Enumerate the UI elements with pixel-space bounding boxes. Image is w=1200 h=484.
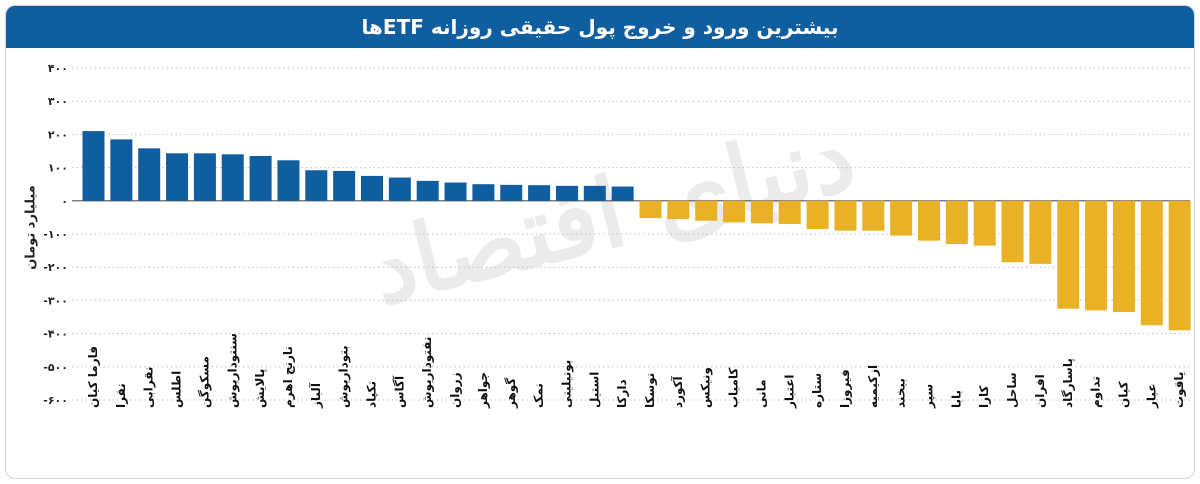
- bar-1: [82, 131, 105, 201]
- x-tick-label: استیل: [587, 372, 601, 408]
- x-tick-label: کامیاب: [727, 368, 741, 408]
- bar-29: [862, 200, 885, 231]
- title-bar: بیشترین ورود و خروج پول حقیقی روزانه ETF…: [6, 6, 1194, 48]
- x-tick-label: نمک: [532, 383, 546, 408]
- x-tick-label: اعتبار: [782, 374, 796, 409]
- bar-21: [639, 200, 662, 219]
- x-tick-label: سپر: [922, 384, 936, 409]
- bar-15: [472, 184, 495, 201]
- bar-10: [333, 170, 356, 201]
- x-tick-label: نفتوداریوش: [420, 337, 435, 408]
- chart-title: بیشترین ورود و خروج پول حقیقی روزانه ETF…: [361, 15, 839, 39]
- bar-33: [973, 200, 996, 246]
- bar-22: [667, 200, 690, 220]
- bar-chart: ۴۰۰ ۳۰۰ ۲۰۰ ۱۰۰ ۰ -۱۰۰ -۲۰۰ -۳۰۰ -۴۰۰ -۵۰۰ -۶۰۰ فار…: [43, 62, 1191, 409]
- x-tick-label: آلباز: [308, 382, 323, 409]
- y-tick-label: ۳۰۰: [48, 95, 68, 108]
- bar-24: [723, 200, 746, 223]
- bar-28: [834, 200, 857, 231]
- x-tick-label: زروان: [448, 372, 463, 408]
- bar-11: [361, 175, 383, 201]
- bar-12: [388, 177, 411, 201]
- x-tick-label: کارا: [977, 385, 991, 408]
- bar-36: [1057, 200, 1080, 309]
- x-tick-label: پاسارگاد: [1061, 358, 1075, 408]
- bar-14: [444, 182, 467, 201]
- x-tick-label: جواهر: [476, 372, 491, 409]
- bar-31: [918, 200, 940, 241]
- bar-7: [249, 155, 272, 201]
- x-tick-label: مسکوگن: [197, 356, 212, 408]
- x-tick-label: تداوم: [1089, 376, 1104, 408]
- x-tick-label: یاقوت: [1172, 372, 1187, 408]
- bar-30: [890, 200, 913, 236]
- y-tick-label: -۴۰۰: [43, 328, 68, 341]
- bar-9: [305, 170, 328, 201]
- bar-2: [110, 139, 133, 201]
- x-tick-label: کیان: [1116, 381, 1130, 408]
- x-tick-label: پالایش: [253, 369, 267, 408]
- y-tick-label: -۶۰۰: [43, 394, 68, 407]
- bar-4: [166, 153, 189, 201]
- x-tick-label: بوتیلیتی: [559, 360, 574, 408]
- x-tick-label: اطلس: [170, 371, 184, 408]
- x-tick-label: بتوداریوش: [337, 345, 352, 408]
- x-tick-label: عیار: [1144, 383, 1158, 409]
- bar-27: [806, 200, 829, 230]
- x-tick-label: بیخند: [894, 378, 908, 408]
- x-tick-label: نقرابی: [142, 367, 156, 408]
- bar-20: [611, 186, 634, 201]
- x-tick-label: بابا: [949, 390, 963, 408]
- bar-34: [1001, 200, 1024, 263]
- x-tick-label: نارنج اهرم: [281, 346, 296, 408]
- bar-6: [221, 154, 244, 201]
- bar-37: [1085, 200, 1108, 311]
- y-tick-label: -۱۰۰: [43, 228, 68, 241]
- bar-17: [528, 185, 551, 201]
- x-tick-label: نقرا: [114, 383, 128, 408]
- bar-18: [555, 185, 578, 201]
- y-tick-label: ۲۰۰: [48, 128, 68, 141]
- bar-13: [416, 180, 439, 201]
- x-tick-label: نوسکا: [643, 373, 658, 408]
- bar-23: [695, 200, 718, 221]
- x-tick-label: ازکیمیه: [866, 365, 880, 408]
- x-tick-label: گوهر: [504, 378, 519, 409]
- x-tick-label: ساحل: [1005, 372, 1019, 408]
- chart-frame: بیشترین ورود و خروج پول حقیقی روزانه ETF…: [5, 5, 1195, 479]
- x-tick-label: فیروزا: [838, 369, 853, 408]
- bar-25: [750, 200, 773, 224]
- y-tick-label: -۲۰۰: [43, 261, 68, 274]
- bar-19: [583, 185, 606, 201]
- bar-32: [945, 200, 968, 244]
- y-tick-label: ۴۰۰: [48, 62, 68, 75]
- bar-35: [1029, 200, 1052, 264]
- x-tick-label: آکورد: [670, 375, 686, 408]
- bar-8: [277, 160, 300, 201]
- y-tick-label: ۱۰۰: [48, 162, 68, 175]
- x-tick-label: فارما کیان: [86, 346, 100, 408]
- x-tick-label: ونیکس: [699, 367, 714, 408]
- y-axis-label: میلیارد تومان: [23, 185, 39, 270]
- x-tick-label: ستاره: [810, 373, 824, 408]
- x-tick-label: تکپاد: [365, 381, 379, 408]
- y-tick-label: -۵۰۰: [43, 361, 68, 374]
- bar-5: [193, 153, 216, 201]
- x-tick-label: دارکا: [615, 379, 629, 408]
- bar-26: [778, 200, 801, 225]
- bar-39: [1140, 200, 1163, 326]
- y-tick-label: -۳۰۰: [43, 294, 68, 307]
- x-tick-label: آگاس: [391, 375, 406, 408]
- y-tick-label: ۰: [61, 195, 68, 208]
- bar-3: [138, 148, 161, 201]
- x-tick-label: سنتوداریوش: [225, 333, 240, 408]
- x-tick-label: افران: [1033, 374, 1047, 408]
- bar-16: [500, 184, 523, 201]
- bar-40: [1168, 200, 1191, 331]
- x-tick-label: مانی: [754, 379, 768, 408]
- bar-38: [1112, 200, 1135, 313]
